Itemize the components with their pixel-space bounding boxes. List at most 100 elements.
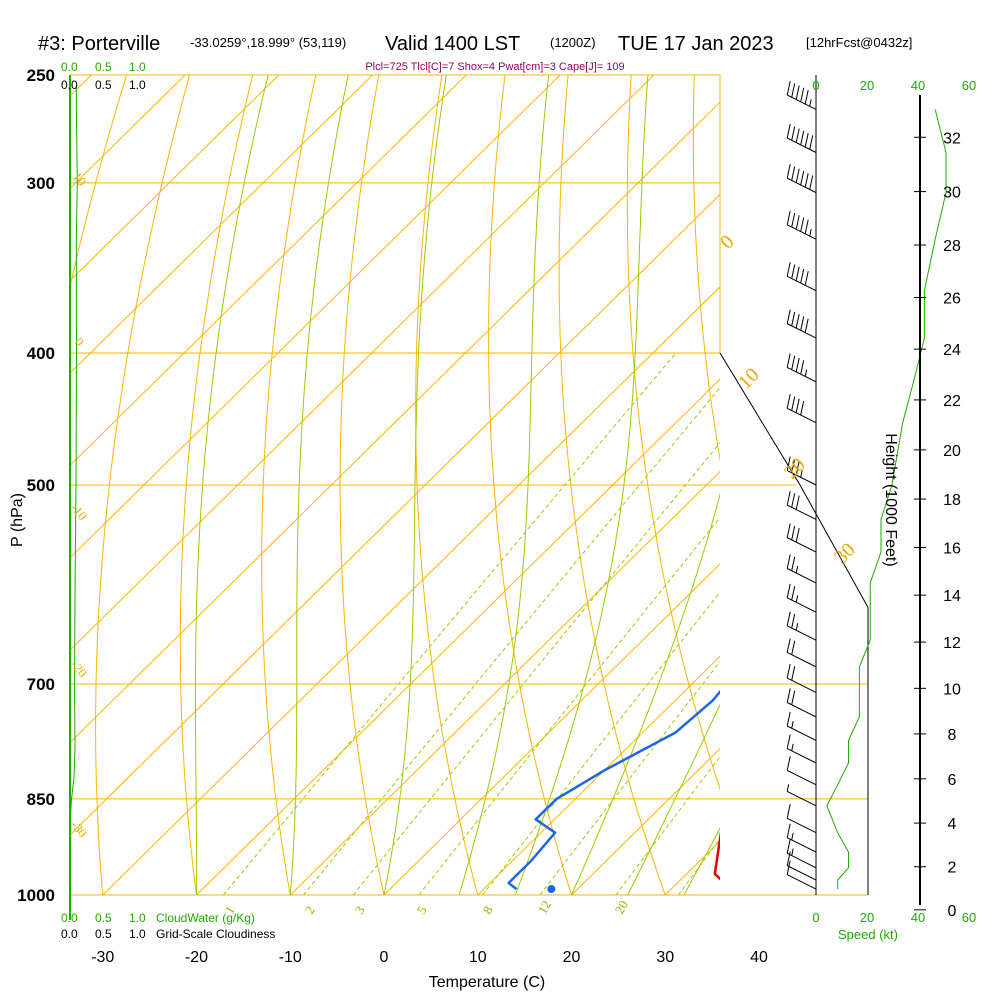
height-tick-label: 14 (943, 588, 961, 605)
wind-speed-ticks-top: 0 20 40 60 (812, 78, 976, 93)
height-tick-label: 22 (943, 393, 961, 410)
speed-top-60: 60 (962, 78, 976, 93)
isotherm-line (70, 75, 373, 374)
speed-axis-title: Speed (kt) (838, 927, 898, 942)
pressure-tick-label: 1000 (17, 886, 55, 905)
cloud-water-axis (69, 75, 78, 920)
chart-title-utc: (1200Z) (550, 35, 596, 50)
dry-adiabat-line (558, 75, 666, 895)
cloud-water-curve (69, 86, 78, 895)
x-axis-title: Temperature (C) (429, 974, 545, 991)
cloud-labels-top: 0.0 0.5 1.0 0.0 0.5 1.0 (61, 60, 146, 92)
pressure-tick-label: 300 (27, 174, 55, 193)
speed-bottom-0: 0 (812, 910, 819, 925)
height-tick-label: 20 (943, 443, 961, 460)
isotherm-label: -20 (68, 657, 91, 680)
wind-barb (786, 839, 817, 869)
wind-barb (786, 688, 817, 718)
cloud-labels-bottom: 0.0 0.5 1.0 CloudWater (g/Kg) 0.0 0.5 1.… (61, 911, 275, 941)
wind-barb (786, 734, 817, 764)
pressure-tick-label: 850 (27, 790, 55, 809)
temperature-axis-labels: -30 -20 -10 0 10 20 30 40 (91, 949, 768, 966)
height-tick-label: 32 (943, 130, 961, 147)
wind-barb (786, 851, 817, 881)
mixing-ratio-line (677, 837, 720, 895)
cloud-bottom-black-0: 0.0 (61, 927, 78, 941)
dry-adiabat-line (179, 75, 254, 895)
mixing-ratio-label: 12 (535, 898, 554, 917)
dry-adiabat-line (415, 75, 479, 895)
temperature-tick-label: 10 (469, 949, 487, 966)
wind-speed-ticks-bottom: 0 20 40 60 Speed (kt) (812, 910, 976, 942)
height-tick-label: 2 (948, 860, 957, 877)
chart-title-valid: Valid 1400 LST (385, 33, 520, 55)
mixing-ratio-label: 3 (352, 903, 368, 916)
height-tick-label: 30 (943, 185, 961, 202)
wind-barb (786, 262, 817, 292)
wind-barb (786, 123, 817, 153)
height-axis-title: Height (1000 Feet) (882, 433, 899, 566)
isotherm-label: 0 (716, 231, 739, 254)
cloud-bottom-black-1: 0.5 (95, 927, 112, 941)
height-tick-label: 18 (943, 492, 961, 509)
mixing-ratio-line (223, 352, 677, 895)
dry-adiabat-line (626, 75, 720, 791)
moist-adiabat-line (627, 703, 720, 895)
wind-barb (786, 80, 817, 110)
cloudwater-title: CloudWater (g/Kg) (156, 911, 255, 925)
pressure-tick-label: 700 (27, 675, 55, 694)
wind-barb (786, 860, 817, 890)
height-tick-label: 12 (943, 635, 961, 652)
params-line: Plcl=725 Tlcl[C]=7 Shox=4 Pwat[cm]=3 Cap… (365, 61, 624, 73)
cloud-top-green-2: 1.0 (129, 60, 146, 74)
isotherm-line (383, 563, 720, 895)
isobar-lines (70, 74, 868, 896)
mixing-ratio-label: 2 (302, 903, 318, 916)
speed-bottom-40: 40 (911, 910, 925, 925)
cloud-bottom-green-0: 0.0 (61, 911, 78, 925)
dry-adiabat-line (692, 75, 720, 463)
pressure-axis-labels: 250 300 400 500 700 850 1000 (17, 66, 55, 905)
isotherm-label: 0 (72, 334, 88, 349)
wind-barb (786, 309, 817, 339)
wind-barb (786, 523, 817, 553)
height-tick-label: 16 (943, 540, 961, 557)
chart-title-station: #3: Porterville (38, 33, 160, 55)
pressure-tick-label: 250 (27, 66, 55, 85)
wind-panel-outline (719, 352, 869, 895)
speed-bottom-20: 20 (860, 910, 874, 925)
cloud-top-black-0: 0.0 (61, 78, 78, 92)
chart-title-date: TUE 17 Jan 2023 (618, 33, 774, 55)
moist-adiabat-line (383, 75, 447, 895)
dry-adiabat-line (339, 75, 385, 895)
wind-barb (786, 784, 817, 807)
mixing-ratio-label: 8 (480, 903, 496, 916)
mixing-ratio-line (482, 591, 720, 895)
mixing-ratio-label: 5 (414, 903, 430, 916)
moist-adiabat-line (289, 75, 349, 895)
temperature-tick-label: 40 (750, 949, 768, 966)
chart-title-forecast: [12hrFcst@0432z] (806, 35, 912, 50)
temperature-tick-label: -10 (279, 949, 302, 966)
height-tick-label: 26 (943, 291, 961, 308)
isotherm-label: -30 (68, 817, 91, 840)
dewpoint-profile (507, 689, 720, 891)
isotherm-line (853, 75, 1000, 895)
height-tick-label: 8 (948, 727, 957, 744)
height-tick-label: 28 (943, 238, 961, 255)
wind-barb (786, 210, 817, 240)
dry-adiabat-line (884, 75, 1000, 895)
mixing-ratio-labels: 1 2 3 5 8 12 20 (222, 898, 631, 917)
isotherm-label: 30 (830, 539, 860, 569)
wind-barb (786, 353, 817, 383)
height-tick-label: 0 (948, 903, 957, 920)
isotherm-label: -10 (68, 500, 91, 523)
temperature-tick-label: 30 (656, 949, 674, 966)
wind-barb (786, 663, 817, 693)
isotherm-line (70, 75, 280, 282)
wind-barb (786, 164, 817, 194)
cloud-bottom-green-1: 0.5 (95, 911, 112, 925)
wind-barb (786, 583, 817, 613)
